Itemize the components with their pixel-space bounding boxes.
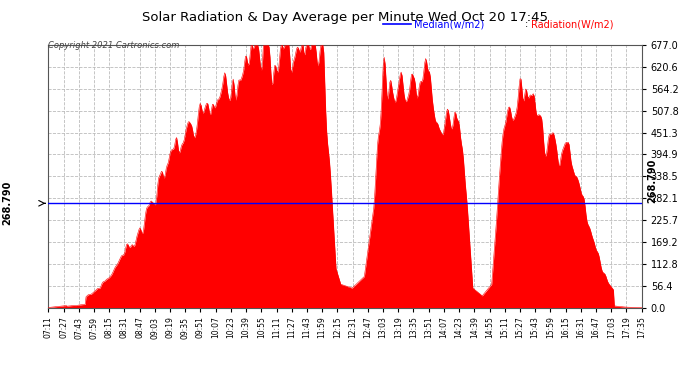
Text: 268.790: 268.790 [3,181,12,225]
Text: Radiation(W/m2): Radiation(W/m2) [531,20,614,29]
Text: Median(w/m2): Median(w/m2) [414,20,484,29]
Text: Copyright 2021 Cartronics.com: Copyright 2021 Cartronics.com [48,41,179,50]
Text: 268.790: 268.790 [648,159,658,203]
Text: Solar Radiation & Day Average per Minute Wed Oct 20 17:45: Solar Radiation & Day Average per Minute… [142,11,548,24]
Text: :: : [524,20,528,29]
